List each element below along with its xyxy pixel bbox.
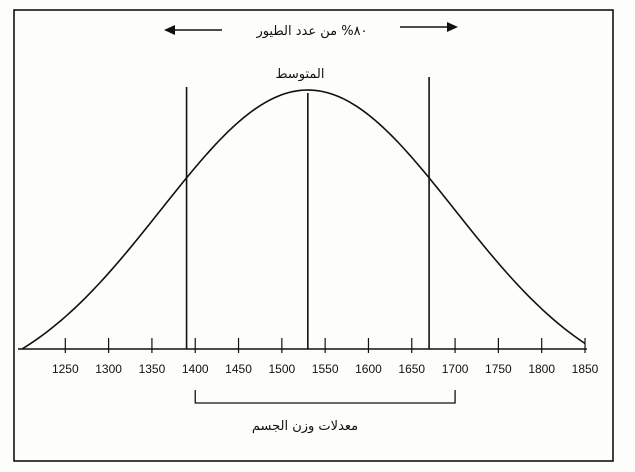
- reference-lines: [185, 77, 430, 349]
- x-tick-label-1500: 1500: [268, 362, 295, 376]
- top-annotation-text: ٨٠% من عدد الطيور: [255, 24, 367, 39]
- x-tick-label-1700: 1700: [442, 362, 469, 376]
- x-tick-label-1600: 1600: [355, 362, 382, 376]
- mean-label: المتوسط: [276, 67, 325, 82]
- top-annotation: ٨٠% من عدد الطيور: [164, 22, 458, 39]
- x-tick-label-1850: 1850: [572, 362, 599, 376]
- right-arrow-head: [447, 22, 458, 32]
- x-tick-label-1300: 1300: [95, 362, 122, 376]
- x-tick-label-1400: 1400: [182, 362, 209, 376]
- left-arrow-head: [164, 25, 175, 35]
- x-tick-label-1750: 1750: [485, 362, 512, 376]
- x-tick-label-1250: 1250: [52, 362, 79, 376]
- x-axis-label: معدلات وزن الجسم: [252, 419, 358, 434]
- x-tick-label-1550: 1550: [312, 362, 339, 376]
- range-bracket: [194, 390, 456, 404]
- x-tick-label-1800: 1800: [528, 362, 555, 376]
- x-axis-ticks: 1250 1300 1350 1400 1450 1500 1550 1600 1650 1700…: [52, 338, 599, 376]
- x-tick-label-1650: 1650: [398, 362, 425, 376]
- normal-curve: [21, 89, 586, 350]
- x-tick-label-1450: 1450: [225, 362, 252, 376]
- figure-border: [13, 9, 614, 462]
- x-tick-label-1350: 1350: [139, 362, 166, 376]
